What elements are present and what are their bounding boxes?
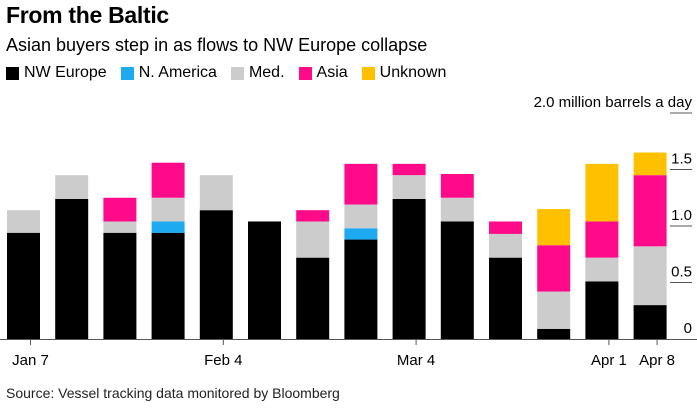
bar-segment-med — [151, 197, 185, 222]
bar-segment-med — [103, 221, 137, 233]
legend-item-nw-europe: NW Europe — [6, 64, 107, 82]
chart-title: From the Baltic — [6, 2, 169, 28]
bar-segment-asia — [344, 163, 378, 205]
bar-segment-asia — [151, 162, 185, 198]
legend-swatch — [230, 66, 244, 80]
legend: NW Europe N. America Med. Asia Unknown — [6, 64, 460, 82]
bar-segment-med — [537, 291, 571, 329]
legend-swatch — [298, 66, 312, 80]
legend-swatch — [6, 66, 19, 80]
y-tick-label: 2.0 million barrels a day — [534, 94, 693, 111]
bar-segment-nw-europe — [151, 232, 185, 339]
bar-segment-med — [199, 175, 233, 211]
y-tick-label: 1.5 — [671, 151, 692, 168]
bar-segment-nw-europe — [537, 328, 571, 339]
bar-segment-nw-europe — [633, 305, 667, 339]
bar-segment-asia — [633, 175, 667, 247]
bar-segment-med — [344, 204, 378, 229]
bar-segment-med — [489, 233, 522, 258]
bar-segment-med — [55, 175, 89, 199]
legend-label: Unknown — [379, 64, 447, 81]
bar-segment-nw-europe — [199, 210, 233, 339]
chart-subtitle: Asian buyers step in as flows to NW Euro… — [6, 35, 428, 55]
bar-segment-asia — [440, 174, 474, 198]
bar-segment-unknown — [633, 152, 667, 176]
bar-segment-nw-europe — [344, 239, 378, 339]
x-tick-label: Feb 4 — [204, 352, 242, 369]
bar-segment-med — [392, 175, 426, 199]
x-tick-label: Apr 1 — [591, 352, 627, 369]
bar-segment-unknown — [585, 163, 619, 222]
bar-segment-unknown — [537, 209, 571, 246]
bar-segment-med — [440, 197, 474, 222]
x-tick-label: Apr 8 — [639, 352, 675, 369]
bar-segment-asia — [103, 197, 137, 222]
bar-segment-nw-europe — [103, 232, 137, 339]
bar-segment-n-america — [151, 221, 185, 233]
legend-label: Asia — [316, 64, 348, 81]
bar-segment-asia — [296, 210, 330, 222]
bar-segment-nw-europe — [392, 198, 426, 339]
bar-segment-nw-europe — [440, 221, 474, 339]
source-note: Source: Vessel tracking data monitored b… — [6, 385, 340, 401]
legend-item-n-america: N. America — [120, 64, 217, 82]
legend-label: NW Europe — [24, 64, 107, 81]
bar-segment-nw-europe — [7, 232, 40, 339]
legend-swatch — [120, 66, 134, 80]
bar-segment-asia — [489, 221, 522, 234]
bar-segment-med — [296, 221, 330, 258]
bar-segment-nw-europe — [489, 257, 522, 339]
bar-segment-asia — [537, 245, 571, 292]
legend-item-asia: Asia — [298, 64, 348, 82]
x-tick-label: Jan 7 — [12, 352, 49, 369]
bar-segment-nw-europe — [296, 257, 330, 339]
legend-label: N. America — [138, 64, 217, 81]
bar-segment-asia — [392, 163, 426, 176]
y-tick-label: 0.5 — [671, 264, 692, 281]
y-tick-label: 0 — [684, 320, 692, 337]
bar-segment-nw-europe — [248, 221, 281, 339]
legend-label: Med. — [248, 64, 285, 81]
bar-segment-nw-europe — [55, 198, 89, 339]
bar-segment-med — [633, 246, 667, 306]
y-tick-label: 1.0 — [671, 207, 692, 224]
bar-segment-med — [585, 257, 619, 282]
bar-segment-med — [7, 210, 40, 233]
bar-segment-asia — [585, 221, 619, 258]
x-tick-label: Mar 4 — [397, 352, 435, 369]
bar-segment-nw-europe — [585, 281, 619, 339]
legend-item-unknown: Unknown — [361, 64, 447, 82]
bar-segment-n-america — [344, 228, 378, 240]
legend-swatch — [361, 66, 375, 80]
legend-item-med: Med. — [230, 64, 285, 82]
